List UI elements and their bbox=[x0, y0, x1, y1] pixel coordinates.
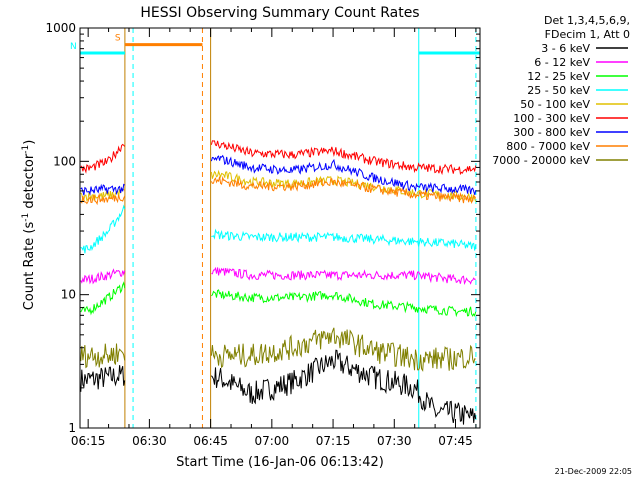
y-axis-label-part: detector bbox=[22, 153, 37, 213]
series-line bbox=[211, 266, 476, 285]
y-axis-label-part: ) bbox=[22, 140, 37, 145]
legend-header-line: Det 1,3,4,5,6,9, bbox=[544, 14, 630, 27]
legend: Det 1,3,4,5,6,9, FDecim 1, Att 0 3 - 6 k… bbox=[492, 14, 630, 167]
legend-entry-label: 12 - 25 keV bbox=[527, 70, 590, 83]
legend-entry-label: 7000 - 20000 keV bbox=[492, 154, 590, 167]
axes: 1 10 100 1000 06:15 06:30 06:45 07:00 07:15 07:30… bbox=[45, 21, 481, 448]
legend-entry-label: 50 - 100 keV bbox=[520, 98, 590, 111]
series-line bbox=[210, 154, 477, 195]
legend-entry-label: 300 - 800 keV bbox=[513, 126, 590, 139]
series-line bbox=[80, 204, 126, 254]
legend-entry-label: 25 - 50 keV bbox=[527, 84, 590, 97]
y-tick-label: 10 bbox=[61, 288, 76, 302]
x-tick-label: 06:45 bbox=[193, 434, 228, 448]
plot-area: SN bbox=[70, 28, 480, 428]
legend-entry-label: 6 - 12 keV bbox=[534, 56, 590, 69]
x-tick-label: 06:30 bbox=[132, 434, 167, 448]
y-tick-label: 1 bbox=[68, 421, 76, 435]
series-line bbox=[80, 268, 126, 285]
x-tick-label: 07:45 bbox=[438, 434, 473, 448]
y-axis-label-sup: -1 bbox=[21, 145, 31, 154]
y-tick-label: 1000 bbox=[45, 21, 76, 35]
y-axis-label-sup: -1 bbox=[21, 213, 31, 222]
legend-entry-label: 3 - 6 keV bbox=[541, 42, 590, 55]
y-axis-label: Count Rate (s-1 detector-1) bbox=[21, 140, 37, 311]
state-segment-label: N bbox=[70, 42, 77, 52]
series-line bbox=[211, 289, 477, 318]
series-line bbox=[80, 343, 126, 369]
legend-header-line: FDecim 1, Att 0 bbox=[545, 28, 630, 41]
x-tick-label: 07:30 bbox=[377, 434, 412, 448]
legend-entry-label: 100 - 300 keV bbox=[513, 112, 590, 125]
series-line bbox=[80, 192, 126, 206]
plot-frame bbox=[79, 27, 481, 429]
x-axis-label: Start Time (16-Jan-06 06:13:42) bbox=[176, 455, 384, 470]
chart-title: HESSI Observing Summary Count Rates bbox=[140, 5, 419, 21]
series-line bbox=[80, 281, 126, 316]
series-line bbox=[80, 365, 126, 392]
state-segment-label: S bbox=[115, 34, 121, 44]
y-tick-label: 100 bbox=[53, 154, 76, 168]
x-tick-label: 07:15 bbox=[316, 434, 351, 448]
x-tick-label: 07:00 bbox=[255, 434, 290, 448]
series-line bbox=[80, 143, 126, 174]
series-line bbox=[80, 183, 125, 196]
series-line bbox=[211, 228, 477, 251]
series-line bbox=[210, 175, 477, 205]
footer-date: 21-Dec-2009 22:05 bbox=[555, 467, 632, 476]
series-line bbox=[210, 140, 477, 176]
series-line bbox=[211, 349, 477, 425]
y-axis-label-part: Count Rate (s bbox=[22, 222, 37, 311]
x-tick-label: 06:15 bbox=[71, 434, 106, 448]
series-line bbox=[210, 327, 476, 372]
legend-entry-label: 800 - 7000 keV bbox=[506, 140, 590, 153]
